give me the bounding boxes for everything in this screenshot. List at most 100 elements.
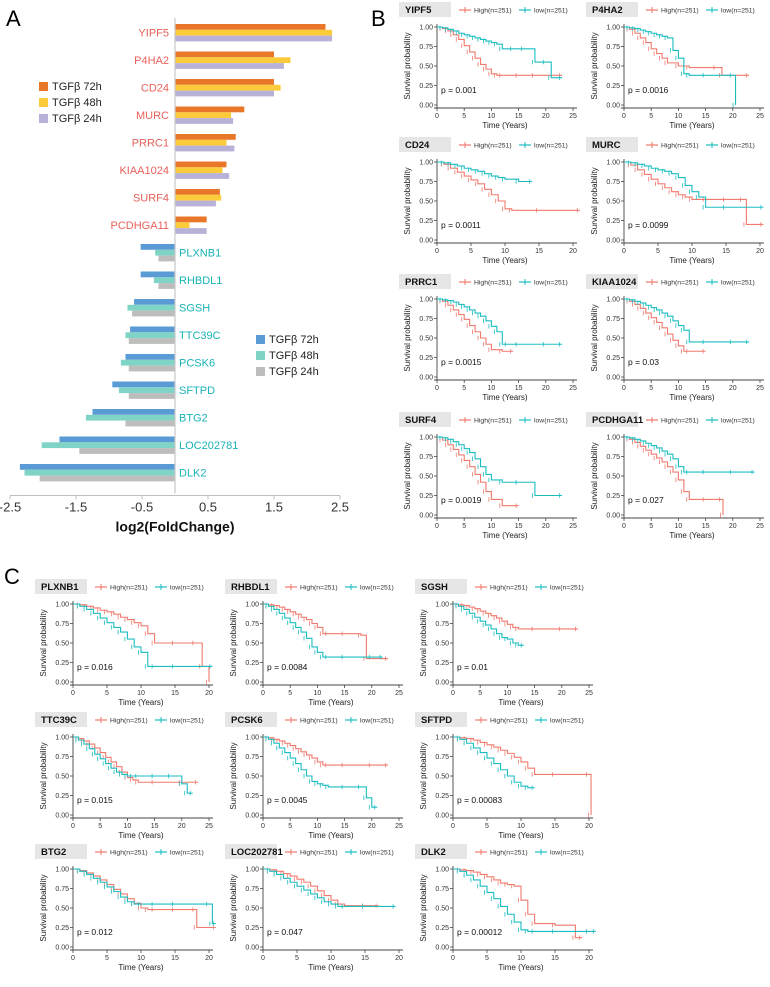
x-tick-label: 0 xyxy=(261,823,265,830)
y-tick-label: 0.25 xyxy=(245,925,259,932)
x-tick-label: 25 xyxy=(569,113,577,120)
x-tick-label: 10 xyxy=(124,823,132,830)
legend-swatch xyxy=(256,335,265,344)
curve-high xyxy=(73,868,216,929)
bar-PCSK6-3 xyxy=(128,365,175,372)
y-tick-label: 0.50 xyxy=(419,336,433,343)
title-badge xyxy=(415,712,467,727)
p-value: p = 0.00012 xyxy=(457,927,502,937)
legend-high-label: High(n=251) xyxy=(661,280,699,287)
bar-LOC202781-2 xyxy=(41,442,176,449)
x-tick-label: 15 xyxy=(341,690,349,697)
y-axis-title: Survival probability xyxy=(229,609,238,676)
bar-SURF4-3 xyxy=(175,200,216,207)
y-tick-label: 0.50 xyxy=(606,474,620,481)
y-tick-label: 0.00 xyxy=(606,375,620,382)
legend-swatch xyxy=(39,114,48,123)
x-tick-label: 10 xyxy=(327,955,335,962)
y-tick-label: 0.25 xyxy=(606,83,620,90)
x-axis-title: Time (Years) xyxy=(308,698,354,707)
y-tick-label: 1.00 xyxy=(55,735,69,742)
legend-low-label: low(n=251) xyxy=(170,585,204,592)
y-tick-label: 0.75 xyxy=(606,316,620,323)
y-tick-label: 0.00 xyxy=(435,945,449,952)
x-tick-label: 5 xyxy=(295,955,299,962)
y-tick-label: 1.00 xyxy=(419,25,433,32)
y-tick-label: 0.50 xyxy=(419,64,433,71)
legend-label: TGFβ 72h xyxy=(52,81,102,93)
km-plot-cd24: CD24 High(n=251) low(n=251) 0.00 0.25 0.50 0.7… xyxy=(399,137,580,265)
legend-high-label: High(n=251) xyxy=(110,718,148,725)
x-axis-title: log2(FoldChange) xyxy=(116,519,235,535)
p-value: p = 0.015 xyxy=(77,795,113,805)
bar-RHBDL1-2 xyxy=(153,277,175,284)
legend-low-label: low(n=251) xyxy=(534,8,568,15)
y-axis-title: Survival probability xyxy=(590,304,599,371)
bar-LOC202781-3 xyxy=(79,448,175,454)
y-tick-label: 0.25 xyxy=(419,355,433,362)
x-tick-label: 0 xyxy=(261,955,265,962)
y-axis-title: Survival probability xyxy=(403,304,412,371)
x-tick-label: 10 xyxy=(504,690,512,697)
x-tick-label: 5 xyxy=(485,823,489,830)
x-tick-label: 15 xyxy=(361,955,369,962)
y-axis-title: Survival probability xyxy=(229,742,238,809)
curve-high xyxy=(453,603,579,630)
x-tick-label: 5 xyxy=(462,113,466,120)
y-tick-label: 0.50 xyxy=(435,906,449,913)
x-tick-label: 25 xyxy=(205,823,213,830)
legend-high-label: High(n=251) xyxy=(474,280,512,287)
title-badge xyxy=(35,579,87,594)
y-tick-label: 0.50 xyxy=(606,336,620,343)
bar-label-TTC39C: TTC39C xyxy=(179,330,221,342)
legend-upregulated: TGFβ 72h TGFβ 48h TGFβ 24h xyxy=(39,81,102,125)
plot-legend: High(n=251) low(n=251) xyxy=(475,584,584,592)
x-tick-label: 20 xyxy=(585,823,593,830)
title-badge xyxy=(415,844,467,859)
legend-label: TGFβ 24h xyxy=(52,113,102,125)
legend-downregulated: TGFβ 72h TGFβ 48h TGFβ 24h xyxy=(256,334,319,378)
bar-SGSH-1 xyxy=(134,299,175,305)
x-tick-label: 20 xyxy=(205,690,213,697)
p-value: p = 0.0016 xyxy=(628,85,669,95)
x-tick-label: 0 xyxy=(71,955,75,962)
y-tick-label: 0.00 xyxy=(419,103,433,110)
x-tick-label: -1.5 xyxy=(65,500,87,515)
legend-high-label: High(n=251) xyxy=(474,8,512,15)
x-tick-label: 0 xyxy=(435,113,439,120)
plot-legend: High(n=251) low(n=251) xyxy=(475,717,584,725)
legend-high-label: High(n=251) xyxy=(474,143,512,150)
y-tick-label: 0.75 xyxy=(55,754,69,761)
x-tick-label: 10 xyxy=(488,113,496,120)
y-tick-label: 0.50 xyxy=(55,906,69,913)
x-tick-label: 20 xyxy=(368,690,376,697)
x-axis-title: Time (Years) xyxy=(118,831,164,840)
bar-DLK2-3 xyxy=(39,475,176,482)
x-tick-label: 25 xyxy=(395,823,403,830)
bar-SURF4-1 xyxy=(175,189,220,195)
x-tick-label: 15 xyxy=(702,385,710,392)
x-tick-label: 20 xyxy=(756,248,764,255)
curve-low xyxy=(624,161,764,208)
legend-swatch xyxy=(256,367,265,376)
bar-label-SFTPD: SFTPD xyxy=(179,385,215,397)
y-tick-label: 0.75 xyxy=(55,886,69,893)
y-tick-label: 0.00 xyxy=(55,680,69,687)
x-tick-label: 20 xyxy=(569,248,577,255)
p-value: p = 0.016 xyxy=(77,662,113,672)
bar-CD24-3 xyxy=(175,90,274,97)
bar-label-PRRC1: PRRC1 xyxy=(132,138,169,150)
x-tick-label: 20 xyxy=(542,113,550,120)
x-axis-title: Time (Years) xyxy=(308,963,354,972)
x-tick-label: 5 xyxy=(485,955,489,962)
x-tick-label: 15 xyxy=(551,955,559,962)
plot-title: BTG2 xyxy=(41,847,66,858)
x-tick-label: 15 xyxy=(515,385,523,392)
plot-legend: High(n=251) low(n=251) xyxy=(646,279,755,287)
survival-curves: YIPF5 High(n=251) low(n=251)0.000.250.500.… xyxy=(35,2,764,972)
x-tick-label: 10 xyxy=(517,955,525,962)
legend-low-label: low(n=251) xyxy=(721,280,755,287)
legend-low-label: low(n=251) xyxy=(360,585,394,592)
x-axis-title: Time (Years) xyxy=(482,256,528,265)
y-tick-label: 0.75 xyxy=(419,44,433,51)
